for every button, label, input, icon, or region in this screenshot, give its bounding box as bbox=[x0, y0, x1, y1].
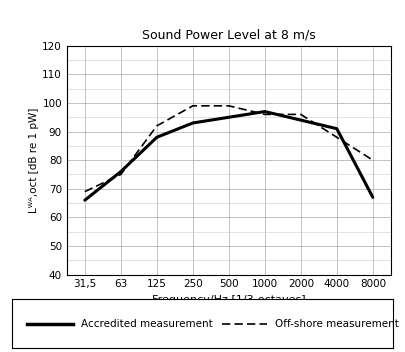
Off-shore measurement bbox=[371, 158, 375, 162]
Off-shore measurement bbox=[154, 124, 159, 128]
Off-shore measurement bbox=[335, 135, 339, 139]
Accredited measurement bbox=[371, 195, 375, 200]
Accredited measurement bbox=[262, 109, 267, 114]
X-axis label: Frequency/Hz [1/3-octaves]: Frequency/Hz [1/3-octaves] bbox=[152, 295, 306, 305]
Accredited measurement bbox=[82, 198, 87, 202]
Text: Accredited measurement: Accredited measurement bbox=[81, 319, 213, 329]
Title: Sound Power Level at 8 m/s: Sound Power Level at 8 m/s bbox=[142, 29, 316, 42]
Line: Off-shore measurement: Off-shore measurement bbox=[85, 106, 373, 191]
Accredited measurement bbox=[118, 169, 123, 174]
Text: Off-shore measurement: Off-shore measurement bbox=[275, 319, 399, 329]
Accredited measurement bbox=[154, 135, 159, 139]
Y-axis label: Lᵂᴬ,oct [dB re 1 pW]: Lᵂᴬ,oct [dB re 1 pW] bbox=[30, 107, 39, 213]
Off-shore measurement bbox=[298, 112, 303, 117]
Off-shore measurement bbox=[118, 172, 123, 177]
Off-shore measurement bbox=[82, 189, 87, 194]
Accredited measurement bbox=[298, 118, 303, 122]
Off-shore measurement bbox=[190, 104, 195, 108]
Accredited measurement bbox=[226, 115, 231, 119]
Off-shore measurement bbox=[262, 112, 267, 117]
Line: Accredited measurement: Accredited measurement bbox=[85, 112, 373, 200]
Accredited measurement bbox=[335, 127, 339, 131]
Accredited measurement bbox=[190, 121, 195, 125]
Off-shore measurement bbox=[226, 104, 231, 108]
